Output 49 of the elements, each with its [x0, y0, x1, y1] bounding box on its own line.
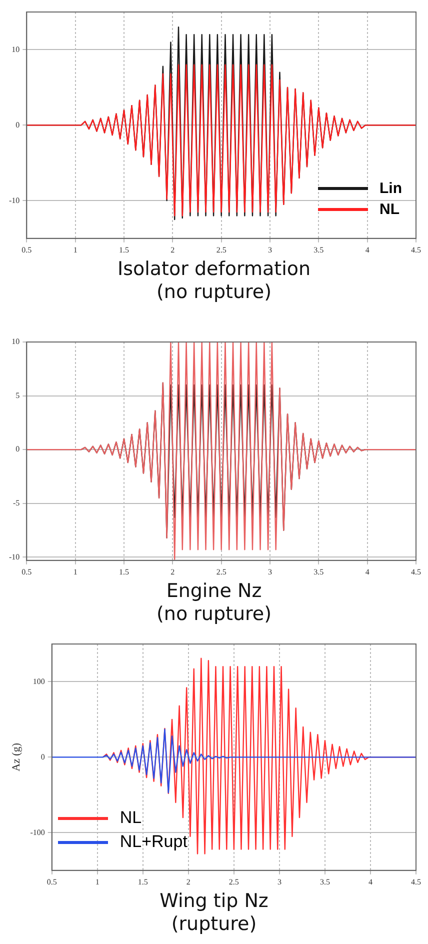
x-tick-label: 2 — [186, 877, 190, 886]
x-tick-label: 1.5 — [119, 245, 129, 254]
x-tick-label: 4.5 — [411, 245, 421, 254]
legend-label: NL — [380, 201, 400, 218]
y-tick-label: 100 — [32, 676, 45, 686]
x-tick-label: 3 — [268, 567, 272, 576]
x-tick-label: 3 — [277, 877, 282, 886]
x-tick-label: 3.5 — [314, 245, 324, 254]
text: Wing tip Nz — [158, 890, 270, 913]
x-tick-label: 3 — [268, 245, 272, 254]
text: (no rupture) — [155, 603, 273, 626]
x-tick-label: 3.5 — [314, 567, 324, 576]
text: (no rupture) — [155, 281, 273, 304]
legend-label: NL+Rupt — [120, 832, 188, 852]
y-tick-label: 5 — [16, 390, 20, 400]
x-tick-label: 0.5 — [46, 877, 57, 886]
y-tick-label: -100 — [30, 828, 45, 837]
x-tick-label: 3.5 — [320, 877, 330, 886]
x-tick-label: 4 — [368, 877, 372, 886]
x-tick-label: 2.5 — [216, 245, 226, 254]
x-tick-label: 1 — [95, 877, 100, 886]
x-tick-label: 1 — [73, 567, 78, 576]
x-tick-label: 4.5 — [411, 567, 421, 576]
x-tick-label: 2.5 — [216, 567, 226, 576]
x-tick-label: 0.5 — [22, 245, 32, 254]
y-tick-label: -10 — [8, 196, 20, 205]
x-tick-label: 4.5 — [411, 877, 421, 886]
x-tick-label: 2 — [170, 567, 175, 576]
y-tick-label: 0 — [16, 120, 20, 130]
x-tick-label: 1.5 — [138, 877, 148, 886]
text: (rupture) — [170, 913, 258, 936]
x-tick-label: 1.5 — [119, 567, 129, 576]
y-tick-label: 10 — [12, 44, 20, 54]
x-tick-label: 4 — [365, 245, 370, 254]
y-axis-title: Az (g) — [10, 742, 22, 772]
x-tick-label: 4 — [365, 567, 370, 576]
x-tick-label: 2.5 — [228, 877, 239, 886]
y-tick-label: 10 — [12, 337, 20, 346]
y-tick-label: -5 — [12, 498, 20, 508]
text: Engine Nz — [165, 580, 263, 603]
y-tick-label: 0 — [40, 752, 45, 762]
x-tick-label: 2 — [170, 245, 175, 254]
y-tick-label: -10 — [8, 552, 20, 562]
x-tick-label: 0.5 — [22, 567, 32, 576]
legend-label: NL — [120, 808, 142, 828]
text: Isolator deformation — [116, 258, 312, 281]
y-tick-label: 0 — [16, 444, 20, 454]
legend-label: Lin — [380, 180, 402, 198]
x-tick-label: 1 — [73, 245, 78, 254]
